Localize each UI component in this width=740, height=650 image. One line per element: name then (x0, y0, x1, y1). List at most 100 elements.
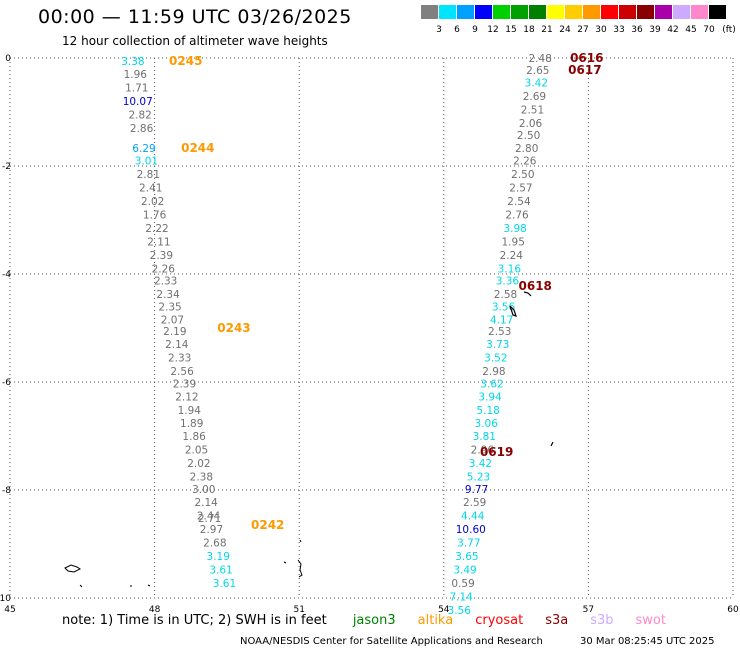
legend-label: 24 (559, 25, 571, 35)
legend-swatch (583, 5, 600, 19)
legend-label: 30 (595, 25, 607, 35)
wave-height-value: 2.80 (515, 143, 538, 155)
wave-height-value: 2.07 (161, 314, 184, 326)
legend-swatch (493, 5, 510, 19)
wave-height-value: 2.96 (471, 445, 495, 457)
wave-height-value: 3.61 (209, 564, 232, 576)
wave-height-value: 2.51 (521, 104, 544, 116)
wave-height-value: 2.97 (200, 524, 223, 536)
legend-swatch (565, 5, 582, 19)
pass-label: 0243 (217, 321, 250, 335)
satellite-altika: altika (417, 613, 454, 628)
wave-height-value: 2.53 (488, 326, 511, 338)
wave-height-value: 2.86 (130, 123, 154, 135)
wave-height-value: 1.96 (124, 69, 148, 81)
wave-height-value: 2.35 (158, 301, 181, 313)
legend-swatch (601, 5, 618, 19)
legend-label: 45 (685, 25, 697, 35)
wave-height-value: 3.62 (480, 379, 503, 391)
wave-height-value: 2.39 (150, 250, 173, 262)
legend-swatch (673, 5, 690, 19)
wave-height-value: 2.14 (165, 339, 189, 351)
wave-height-value: 4.17 (490, 314, 513, 326)
wave-height-value: 10.07 (123, 96, 153, 108)
wave-height-value: 0.59 (451, 578, 474, 590)
wave-height-value: 1.89 (180, 418, 203, 430)
pass-label: 0618 (519, 279, 552, 293)
x-tick-label: 54 (438, 605, 450, 615)
satellite-s3a: s3a (545, 613, 569, 628)
wave-height-value: 7.14 (449, 591, 473, 603)
wave-height-value: 3.81 (473, 431, 496, 443)
wave-height-value: 3.52 (484, 353, 507, 365)
wave-height-value: 2.34 (156, 289, 180, 301)
wave-height-value: 2.05 (185, 445, 208, 457)
wave-height-value: 2.26 (513, 156, 537, 168)
x-tick-label: 48 (149, 605, 161, 615)
y-tick-label: -6 (2, 378, 11, 388)
wave-height-value: 3.94 (478, 392, 502, 404)
wave-height-value: 3.36 (496, 275, 520, 287)
wave-height-value: 10.60 (456, 524, 486, 536)
wave-height-value: 2.12 (175, 392, 198, 404)
wave-height-value: 2.50 (517, 130, 540, 142)
coastline-fragment (64, 564, 83, 588)
wave-height-value: 2.48 (529, 53, 552, 65)
y-tick-label: -4 (2, 270, 11, 280)
legend-label: 21 (541, 25, 553, 35)
wave-height-value: 6.29 (132, 143, 155, 155)
wave-height-value: 3.49 (453, 564, 476, 576)
wave-height-value: 5.18 (476, 405, 499, 417)
wave-height-value: 2.57 (509, 183, 532, 195)
wave-height-value: 3.16 (498, 264, 522, 276)
satellite-cryosat: cryosat (475, 613, 524, 628)
wave-height-value: 4.44 (461, 510, 485, 522)
wave-height-value: 2.68 (203, 537, 226, 549)
y-tick-label: 0 (5, 54, 11, 64)
wave-height-value: 2.26 (152, 264, 176, 276)
x-tick-label: 51 (293, 605, 304, 615)
legend-swatch (691, 5, 708, 19)
legend-swatch (547, 5, 564, 19)
x-tick-label: 57 (583, 605, 594, 615)
legend-unit: (ft) (722, 25, 736, 35)
wave-height-value: 2.41 (139, 183, 162, 195)
note-text: note: 1) Time is in UTC; 2) SWH is in fe… (62, 613, 327, 628)
legend-label: 27 (577, 25, 589, 35)
wave-height-value: 2.98 (482, 366, 505, 378)
wave-height-value: 3.61 (213, 578, 236, 590)
legend-label: 70 (703, 25, 715, 35)
wave-height-value: 3.06 (475, 418, 499, 430)
coastline-fragment (509, 291, 532, 317)
legend-label: 6 (454, 25, 460, 35)
pass-label: 0616 (570, 51, 603, 65)
wave-height-value: 2.56 (170, 366, 194, 378)
legend-swatch (421, 5, 438, 19)
wave-height-value: 3.56 (492, 301, 516, 313)
x-tick-label: 45 (4, 605, 15, 615)
wave-height-value: 2.33 (154, 275, 177, 287)
legend-swatch (655, 5, 672, 19)
wave-height-value: 3.73 (486, 339, 509, 351)
legend-label: 33 (613, 25, 625, 35)
x-tick-label: 60 (727, 605, 739, 615)
wave-height-value: 3.19 (207, 551, 230, 563)
wave-height-value: 2.02 (187, 458, 210, 470)
wave-height-value: 1.71 (125, 83, 148, 95)
wave-height-value: 2.71 (198, 513, 221, 525)
legend-swatch (457, 5, 474, 19)
wave-height-value: 3.00 (192, 484, 215, 496)
wave-height-value: 1.76 (143, 210, 167, 222)
satellite-s3b: s3b (590, 613, 614, 628)
y-tick-label: -10 (0, 594, 11, 604)
wave-height-value: 1.95 (502, 237, 525, 249)
legend-label: 42 (667, 25, 679, 35)
wave-height-value: 2.33 (168, 353, 191, 365)
wave-height-value: 2.19 (163, 326, 186, 338)
legend-label: 39 (649, 25, 661, 35)
coastline-fragment (130, 584, 151, 587)
wave-height-value: 3.01 (135, 156, 158, 168)
legend-swatch (439, 5, 456, 19)
wave-height-value: 2.65 (526, 65, 549, 77)
legend-swatch (529, 5, 546, 19)
